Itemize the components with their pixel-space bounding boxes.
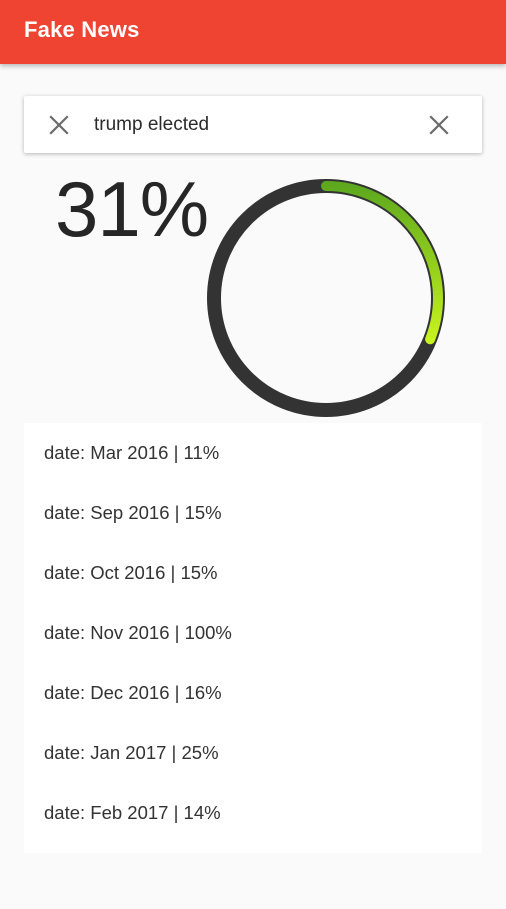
- search-input[interactable]: [94, 108, 414, 141]
- list-item: date: Jan 2017 | 25%: [44, 742, 219, 763]
- search-bar: [24, 96, 482, 153]
- list-item: date: Feb 2017 | 14%: [44, 802, 221, 823]
- app-bar: Fake News: [0, 0, 506, 64]
- close-icon[interactable]: [44, 110, 74, 140]
- gauge-fill-arc: [321, 181, 443, 345]
- list-item: date: Nov 2016 | 100%: [44, 622, 232, 643]
- percent-readout: 31%: [55, 165, 209, 253]
- app-title: Fake News: [24, 17, 140, 42]
- clear-search-icon[interactable]: [424, 110, 454, 140]
- fake-news-gauge: [207, 179, 445, 417]
- results-list: date: Mar 2016 | 11% date: Sep 2016 | 15%…: [24, 423, 482, 853]
- list-item: date: Oct 2016 | 15%: [44, 562, 218, 583]
- list-item: date: Dec 2016 | 16%: [44, 682, 222, 703]
- list-item: date: Sep 2016 | 15%: [44, 502, 222, 523]
- list-item: date: Mar 2016 | 11%: [44, 442, 220, 463]
